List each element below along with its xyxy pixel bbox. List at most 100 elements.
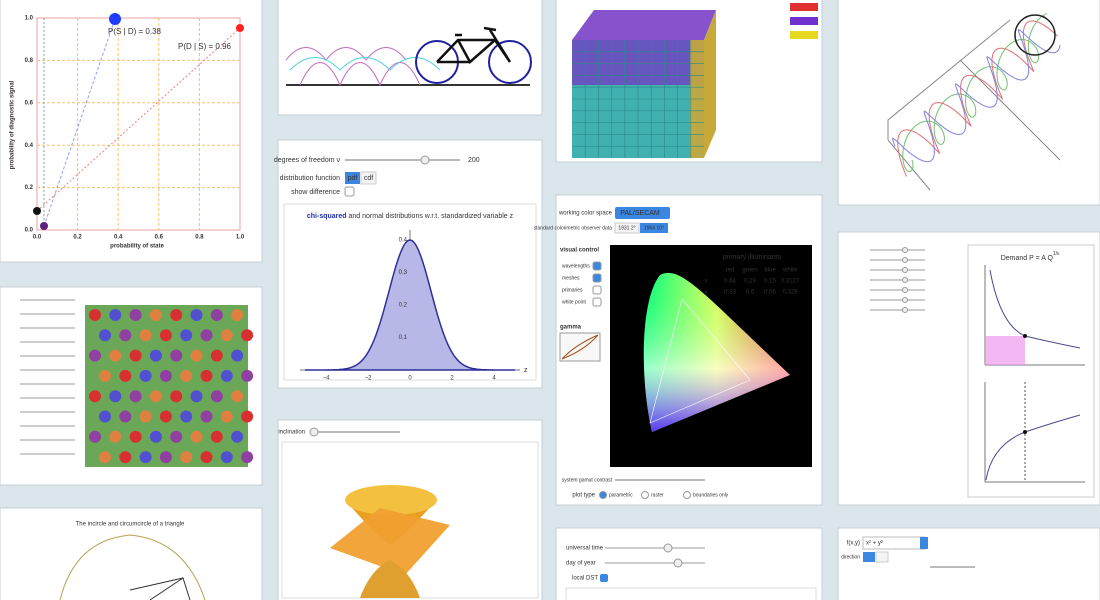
legend-swatch (790, 3, 818, 11)
checkbox[interactable] (592, 285, 602, 295)
pattern-blob (220, 451, 233, 464)
pattern-blob (210, 309, 223, 321)
checkbox-label: primaries (562, 287, 583, 293)
pattern-blob (231, 309, 244, 321)
table-cell: 0.6 (746, 290, 755, 296)
y-tick-label: 0.0 (25, 228, 34, 234)
pattern-blob (231, 349, 244, 362)
option-button[interactable] (875, 551, 889, 563)
pattern-blob (159, 451, 172, 464)
cube-side (704, 10, 716, 158)
option-button[interactable] (345, 172, 360, 184)
checkbox[interactable] (592, 261, 602, 271)
section-label: visual control (560, 248, 599, 254)
radio[interactable] (599, 491, 607, 499)
pattern-blob (129, 309, 142, 321)
pattern-blob (210, 430, 223, 443)
slider-knob[interactable] (663, 543, 673, 553)
pattern-blob (170, 430, 183, 443)
table-cell: y (705, 290, 708, 296)
pattern-blob (89, 349, 101, 362)
panel-helix[interactable] (837, 0, 1100, 206)
table-cell: 0.06 (764, 290, 776, 296)
pattern-blob (129, 349, 142, 362)
radio[interactable] (683, 491, 691, 499)
control-label: direction (841, 554, 860, 560)
y-tick-label: 0.8 (25, 58, 34, 64)
slider-knob[interactable] (309, 427, 319, 437)
dropdown[interactable] (615, 207, 670, 219)
y-tick-label: 0.4 (399, 238, 408, 244)
dropdown-arrow[interactable] (920, 537, 928, 549)
pattern-blob (180, 369, 193, 382)
point[interactable] (109, 13, 121, 25)
slider-knob[interactable] (673, 558, 683, 568)
panel-triangle[interactable] (0, 507, 263, 600)
slider-knob[interactable] (902, 307, 908, 313)
x-tick-label: 0.0 (33, 235, 42, 241)
slider-knob[interactable] (902, 297, 908, 303)
radio-label: boundaries only (693, 492, 729, 498)
panel-probability[interactable] (0, 0, 263, 263)
table-cell: 0.3127 (781, 279, 800, 285)
slider-knob[interactable] (902, 287, 908, 293)
pattern-blob (200, 410, 213, 423)
plot-title: chi-squared and normal distributions w.r… (307, 213, 514, 220)
option-label: pdf (348, 175, 358, 182)
pattern-blob (220, 410, 233, 423)
pattern-blob (139, 451, 152, 464)
density-curve (305, 239, 515, 371)
title: Demand P = A Q (1001, 255, 1054, 262)
pattern-blob (241, 451, 254, 464)
pattern-blob (170, 309, 183, 321)
slider-knob[interactable] (902, 277, 908, 283)
point[interactable] (236, 24, 244, 32)
pattern-blob (241, 329, 254, 342)
pattern-blob (180, 329, 193, 342)
pattern-blob (119, 451, 132, 464)
slider-knob[interactable] (420, 155, 430, 165)
x-tick-label: −4 (323, 376, 331, 382)
gamma-curve (561, 334, 599, 360)
checkbox[interactable] (592, 297, 602, 307)
slider-label: universal time (566, 546, 604, 552)
pattern-blob (109, 309, 122, 321)
pattern-blob (170, 349, 183, 362)
cycloid (285, 47, 421, 87)
point[interactable] (40, 222, 48, 230)
option-label: cdf (364, 175, 373, 182)
slider-knob[interactable] (902, 247, 908, 253)
pattern-blob (99, 329, 111, 342)
point[interactable] (33, 207, 41, 215)
pattern-blob (119, 369, 132, 382)
axis-label: probability of state (110, 244, 164, 250)
slider-knob[interactable] (902, 257, 908, 263)
checkbox[interactable] (592, 273, 602, 283)
spectral-locus (643, 272, 790, 432)
pattern-blob (190, 390, 203, 403)
title-rest: and normal distributions w.r.t. standard… (349, 213, 514, 220)
radio[interactable] (641, 491, 649, 499)
checkbox-label: white point (562, 299, 587, 305)
blue-line (43, 18, 116, 227)
option-button[interactable] (360, 171, 377, 185)
plot-frame (36, 17, 241, 231)
option-button[interactable] (863, 552, 875, 562)
option-button[interactable] (640, 223, 668, 233)
option-button[interactable] (614, 222, 640, 234)
table-header: white (782, 268, 798, 274)
pattern-blob (109, 390, 122, 403)
pattern-blob (149, 349, 162, 362)
slider-knob[interactable] (902, 267, 908, 273)
option-label: 1931 2° (618, 225, 635, 231)
slider-value: 200 (468, 157, 480, 164)
pattern-blob (231, 430, 244, 443)
table-header: green (742, 268, 757, 274)
pattern-blob (220, 369, 233, 382)
plot-frame (565, 587, 817, 600)
checkbox[interactable] (344, 186, 355, 197)
checkbox[interactable] (600, 574, 608, 582)
checkbox-label: local DST (572, 576, 598, 582)
y-tick-label: 0.1 (399, 335, 408, 341)
y-tick-label: 0.2 (25, 185, 34, 191)
